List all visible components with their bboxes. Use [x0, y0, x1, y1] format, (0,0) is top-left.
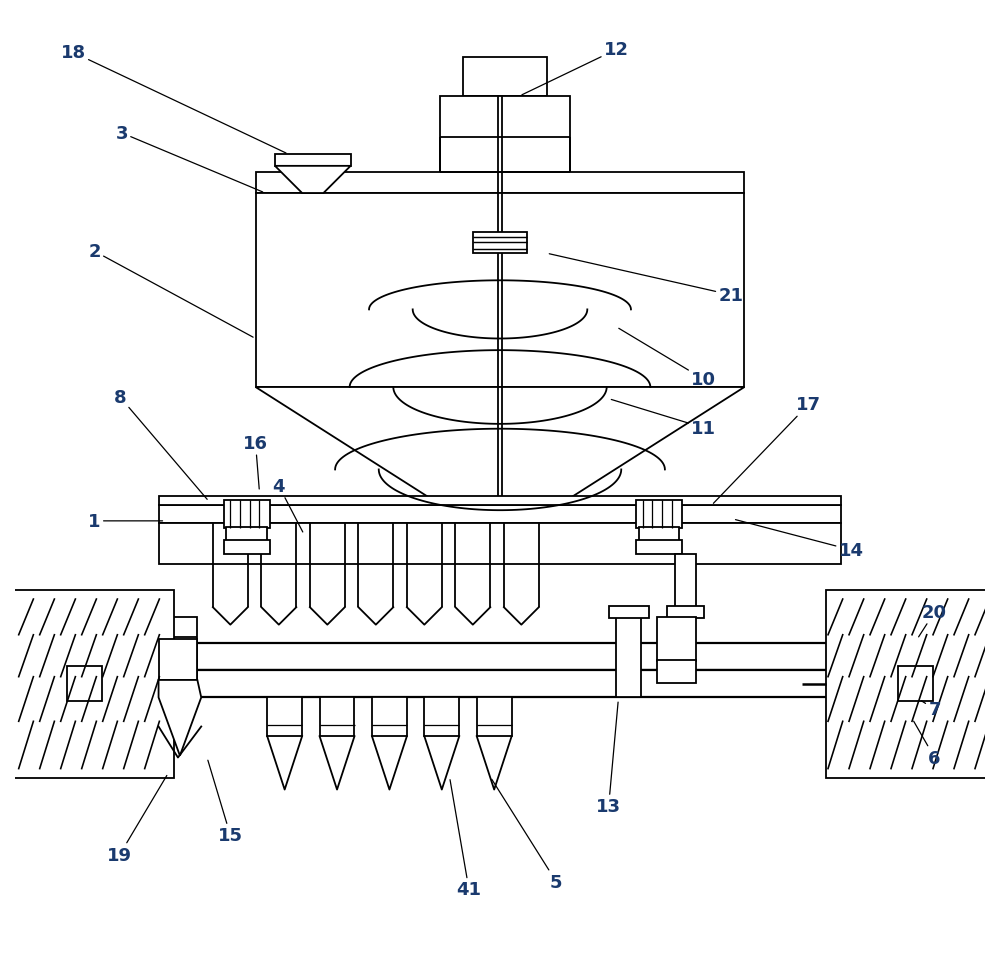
Text: 2: 2	[88, 243, 253, 338]
Text: 1: 1	[88, 513, 163, 530]
Bar	[256, 194, 744, 388]
Text: 18: 18	[61, 45, 286, 154]
Bar	[424, 698, 459, 736]
Bar	[224, 501, 270, 528]
Text: 6: 6	[914, 721, 941, 766]
Bar	[463, 58, 547, 97]
Text: 5: 5	[492, 779, 563, 891]
Bar	[159, 617, 197, 661]
Bar	[372, 698, 407, 736]
Bar	[159, 640, 197, 683]
Text: 3: 3	[115, 125, 263, 193]
Bar	[675, 554, 696, 610]
Text: 14: 14	[735, 520, 864, 559]
Polygon shape	[159, 680, 201, 756]
Bar	[0, 590, 174, 778]
Bar	[826, 590, 1000, 778]
Polygon shape	[275, 167, 351, 194]
Bar	[639, 527, 679, 543]
Text: 7: 7	[921, 701, 941, 718]
Text: 13: 13	[596, 703, 621, 815]
Bar	[159, 523, 841, 564]
Bar	[159, 506, 841, 523]
Bar	[159, 496, 841, 506]
Text: 16: 16	[243, 435, 268, 489]
Bar	[636, 501, 682, 528]
Bar	[636, 541, 682, 554]
Bar	[667, 607, 704, 618]
Bar	[107, 671, 893, 698]
Bar	[616, 610, 641, 698]
Text: 4: 4	[273, 478, 303, 532]
Bar	[320, 698, 354, 736]
Bar	[898, 667, 933, 702]
Bar	[609, 607, 649, 618]
Text: 17: 17	[713, 396, 821, 504]
Text: 20: 20	[919, 604, 947, 638]
Bar	[440, 97, 570, 174]
Bar	[657, 617, 696, 661]
Bar	[256, 172, 744, 194]
Bar	[477, 698, 512, 736]
Bar	[224, 541, 270, 554]
Polygon shape	[256, 388, 744, 518]
Bar	[657, 660, 696, 683]
Bar	[67, 667, 102, 702]
Text: 21: 21	[549, 255, 743, 304]
Bar	[461, 516, 539, 541]
Bar	[226, 527, 267, 543]
Text: 15: 15	[208, 761, 243, 844]
Bar	[107, 643, 893, 671]
Bar	[473, 233, 527, 254]
Text: 41: 41	[450, 780, 481, 898]
Bar	[159, 660, 197, 683]
Bar	[461, 172, 548, 186]
Text: 19: 19	[107, 775, 167, 863]
Text: 12: 12	[522, 42, 629, 96]
Bar	[159, 680, 197, 698]
Text: 8: 8	[113, 389, 207, 500]
Text: 10: 10	[619, 328, 716, 389]
Bar	[275, 155, 351, 167]
Text: 11: 11	[611, 400, 716, 437]
Bar	[267, 698, 302, 736]
